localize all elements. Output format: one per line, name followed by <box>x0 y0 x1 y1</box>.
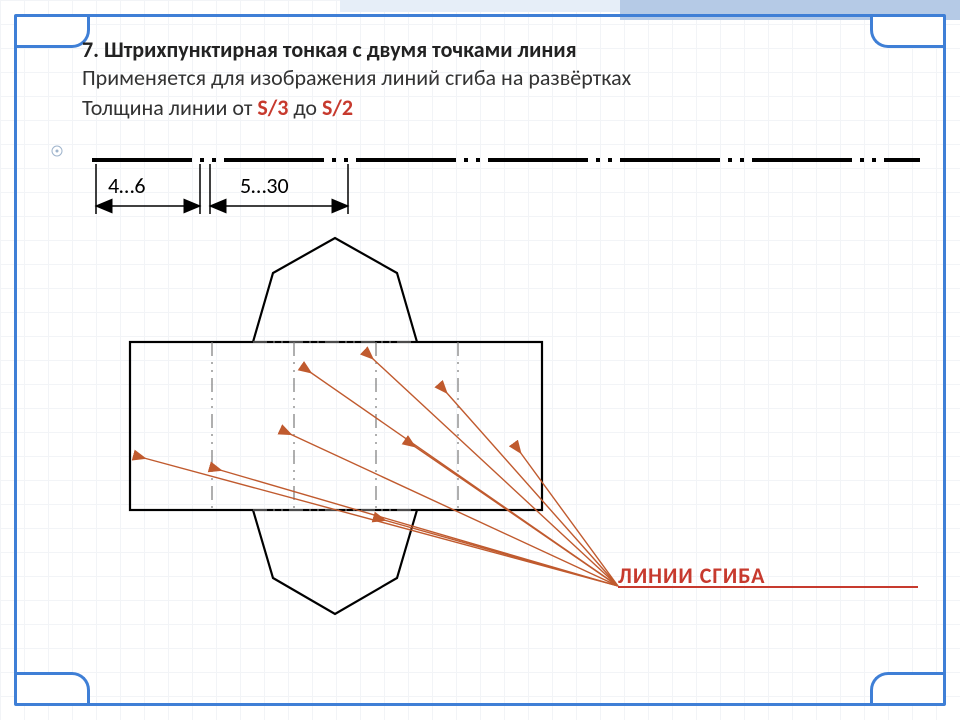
diagram-svg <box>52 140 922 680</box>
frame-corner <box>17 17 90 48</box>
diagram <box>52 140 922 685</box>
fold-lines-label: ЛИНИИ СГИБА <box>618 562 766 589</box>
text-block: 7. Штрихпунктирная тонкая с двумя точкам… <box>82 36 890 122</box>
thickness-min: S/3 <box>257 94 288 121</box>
heading-text: 7. Штрихпунктирная тонкая с двумя точкам… <box>82 36 577 63</box>
thickness-prefix: Толщина линии от <box>82 94 257 121</box>
thickness-line: Толщина линии от S/3 до S/2 <box>82 93 890 123</box>
heading: 7. Штрихпунктирная тонкая с двумя точкам… <box>82 36 890 63</box>
thickness-mid: до <box>293 94 322 121</box>
usage-line: Применяется для изображения линий сгиба … <box>82 63 890 93</box>
thickness-max: S/2 <box>322 94 353 121</box>
fold-lines-underline <box>618 586 918 588</box>
